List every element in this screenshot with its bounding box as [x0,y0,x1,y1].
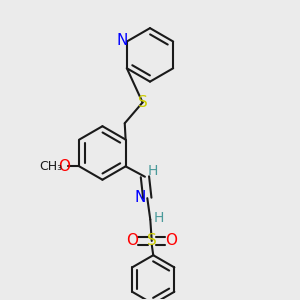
Text: N: N [117,32,128,47]
Text: CH₃: CH₃ [39,160,62,173]
Text: S: S [147,233,157,248]
Text: S: S [138,95,147,110]
Text: H: H [147,164,158,178]
Text: O: O [58,159,70,174]
Text: H: H [154,211,164,225]
Text: O: O [165,233,177,248]
Text: N: N [134,190,146,205]
Text: O: O [126,233,138,248]
